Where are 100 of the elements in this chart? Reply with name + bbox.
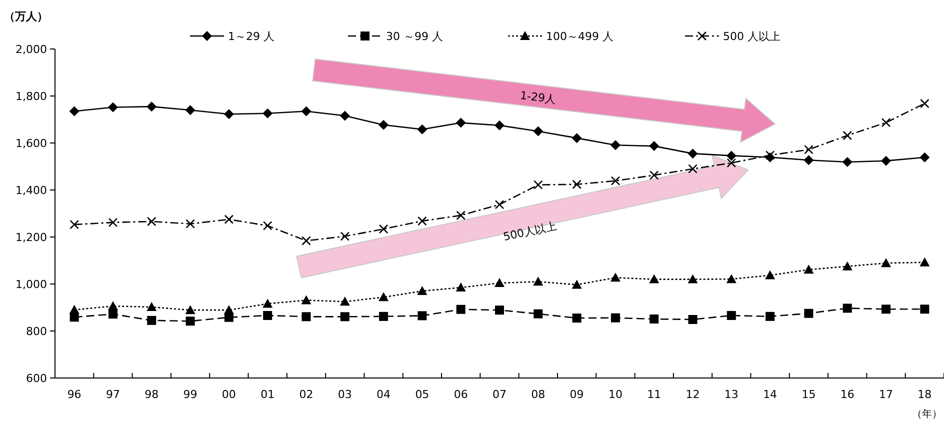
point (146, 102, 157, 112)
point (302, 236, 311, 246)
point (378, 292, 389, 302)
point (649, 274, 660, 284)
point (340, 110, 350, 121)
annotation: 500人以上 (502, 219, 558, 244)
point (262, 108, 273, 118)
point (456, 282, 466, 292)
legend-label: 100～499 人 (546, 30, 614, 43)
point (262, 221, 272, 230)
x-tick-label: 98 (144, 388, 159, 401)
point (456, 118, 466, 128)
point (920, 152, 930, 162)
point (804, 155, 814, 166)
point (185, 105, 196, 116)
y-tick-label: 1,800 (16, 90, 47, 103)
point (147, 316, 156, 325)
point (417, 124, 428, 134)
y-tick-label: 2,000 (16, 43, 47, 56)
point (533, 126, 544, 136)
x-tick-label: 96 (67, 388, 82, 401)
y-tick-label: 1,600 (16, 137, 47, 150)
x-tick-label: 17 (879, 388, 894, 401)
point (726, 274, 736, 284)
point (842, 157, 852, 168)
x-tick-label: 00 (222, 388, 236, 401)
x-tick-label: 99 (183, 388, 198, 401)
point (572, 133, 582, 144)
point (186, 219, 195, 228)
x-tick-label: 06 (454, 388, 468, 401)
point (495, 306, 504, 315)
legend-label: 500 人以上 (723, 30, 780, 43)
point (224, 305, 234, 314)
point (882, 304, 891, 314)
legend-label: 1～29 人 (228, 30, 274, 43)
point (69, 304, 80, 314)
point (920, 98, 930, 108)
annotation: 1-29人 (519, 88, 557, 106)
point (534, 180, 543, 190)
point (146, 216, 156, 226)
point (340, 312, 350, 322)
y-tick-label: 1,200 (16, 231, 47, 244)
x-tick-label: 05 (415, 388, 430, 401)
point (378, 224, 388, 234)
x-tick-label: 04 (376, 388, 391, 401)
point (610, 313, 620, 322)
point (494, 278, 504, 288)
point (920, 257, 930, 266)
x-tick-label: 14 (763, 388, 778, 401)
x-tick-label: 16 (840, 388, 854, 401)
point (301, 295, 312, 304)
point (340, 296, 350, 306)
point (842, 130, 852, 140)
point (494, 200, 504, 210)
point (262, 298, 273, 308)
point (108, 310, 118, 319)
point (881, 156, 892, 166)
point (649, 141, 660, 152)
y-axis-title: （万人） (4, 10, 48, 23)
x-tick-label: 02 (299, 388, 314, 401)
point (224, 109, 234, 120)
x-tick-label: 15 (802, 388, 816, 401)
point (610, 272, 620, 282)
point (533, 276, 544, 286)
point (804, 308, 814, 318)
point (881, 118, 891, 128)
point (108, 102, 118, 112)
point (920, 304, 930, 314)
point (379, 312, 388, 321)
point (418, 311, 427, 320)
y-tick-label: 1,000 (16, 278, 47, 291)
point (69, 106, 80, 116)
point (108, 301, 118, 310)
point (418, 216, 427, 226)
x-tick-label: 03 (338, 388, 352, 401)
x-tick-label: 12 (686, 388, 700, 401)
point (688, 314, 698, 324)
x-tick-label: 08 (531, 388, 546, 401)
point (302, 312, 311, 322)
point (766, 312, 775, 321)
point (726, 310, 736, 320)
x-tick-label: 10 (608, 388, 622, 401)
point (649, 170, 659, 180)
point (688, 148, 698, 159)
point (456, 304, 466, 314)
x-tick-label: 07 (492, 388, 506, 401)
point (572, 180, 582, 190)
x-tick-label: 13 (724, 388, 738, 401)
point (572, 314, 582, 323)
point (881, 258, 892, 268)
y-tick-label: 800 (26, 325, 47, 338)
point (842, 261, 852, 270)
y-tick-label: 1,400 (16, 184, 47, 197)
point (610, 140, 620, 150)
x-tick-label: 18 (918, 388, 932, 401)
point (185, 305, 196, 314)
point (804, 144, 814, 154)
x-tick-label: 11 (647, 388, 662, 401)
point (804, 264, 814, 274)
point (494, 120, 504, 130)
